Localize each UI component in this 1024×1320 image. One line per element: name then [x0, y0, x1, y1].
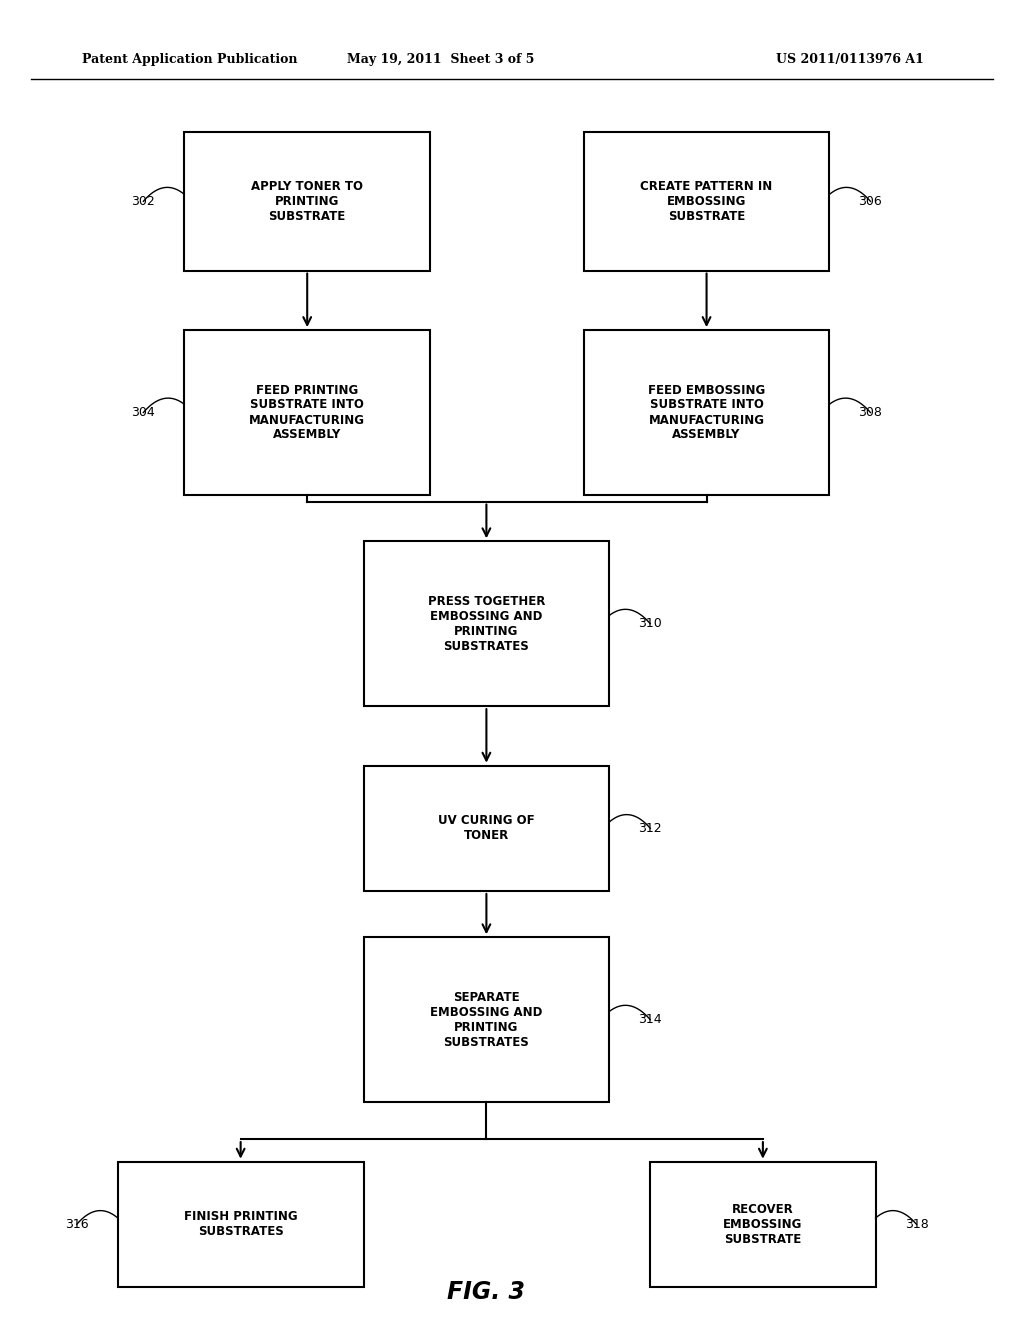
Text: FEED EMBOSSING
SUBSTRATE INTO
MANUFACTURING
ASSEMBLY: FEED EMBOSSING SUBSTRATE INTO MANUFACTUR… [648, 384, 765, 441]
Text: Patent Application Publication: Patent Application Publication [82, 53, 297, 66]
Text: 316: 316 [65, 1218, 89, 1230]
Text: RECOVER
EMBOSSING
SUBSTRATE: RECOVER EMBOSSING SUBSTRATE [723, 1203, 803, 1246]
Bar [584, 330, 829, 495]
Text: 312: 312 [638, 822, 663, 834]
Text: UV CURING OF
TONER: UV CURING OF TONER [438, 814, 535, 842]
Text: APPLY TONER TO
PRINTING
SUBSTRATE: APPLY TONER TO PRINTING SUBSTRATE [251, 180, 364, 223]
Text: 308: 308 [858, 407, 883, 418]
Text: PRESS TOGETHER
EMBOSSING AND
PRINTING
SUBSTRATES: PRESS TOGETHER EMBOSSING AND PRINTING SU… [428, 595, 545, 652]
Text: 306: 306 [858, 195, 883, 207]
Text: US 2011/0113976 A1: US 2011/0113976 A1 [776, 53, 924, 66]
Text: 302: 302 [131, 195, 156, 207]
Text: 304: 304 [131, 407, 156, 418]
Bar [364, 541, 609, 706]
Text: May 19, 2011  Sheet 3 of 5: May 19, 2011 Sheet 3 of 5 [347, 53, 534, 66]
Bar [584, 132, 829, 271]
Bar [118, 1162, 364, 1287]
Text: FEED PRINTING
SUBSTRATE INTO
MANUFACTURING
ASSEMBLY: FEED PRINTING SUBSTRATE INTO MANUFACTURI… [249, 384, 366, 441]
Text: CREATE PATTERN IN
EMBOSSING
SUBSTRATE: CREATE PATTERN IN EMBOSSING SUBSTRATE [640, 180, 773, 223]
Bar [650, 1162, 876, 1287]
Bar [364, 937, 609, 1102]
Text: FIG. 3: FIG. 3 [447, 1280, 525, 1304]
Bar [364, 766, 609, 891]
Text: 314: 314 [638, 1014, 663, 1026]
Text: 318: 318 [904, 1218, 929, 1230]
Text: 310: 310 [638, 618, 663, 630]
Text: SEPARATE
EMBOSSING AND
PRINTING
SUBSTRATES: SEPARATE EMBOSSING AND PRINTING SUBSTRAT… [430, 991, 543, 1048]
Bar [184, 330, 430, 495]
Bar [184, 132, 430, 271]
Text: FINISH PRINTING
SUBSTRATES: FINISH PRINTING SUBSTRATES [184, 1210, 297, 1238]
